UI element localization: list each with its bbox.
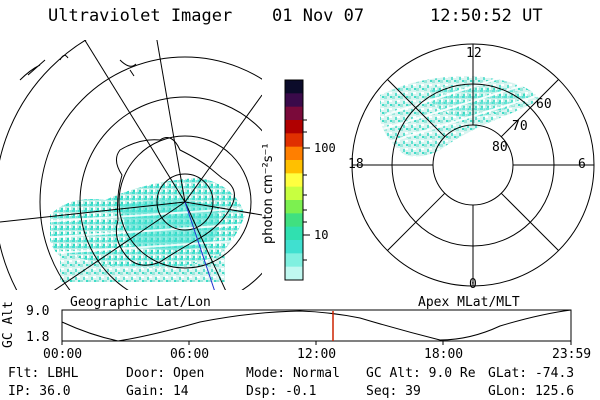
gc-alt-plot — [61, 309, 572, 345]
colorbar-segment — [285, 213, 303, 228]
header-time: 12:50:52 UT — [430, 6, 543, 26]
gc-alt-curve — [61, 309, 572, 342]
colorbar-segment — [285, 133, 303, 148]
colorbar-segment — [285, 160, 303, 174]
gc-alt-ylabel: GC Alt — [1, 301, 16, 348]
xtick-2359: 23:59 — [552, 347, 592, 362]
colorbar-segment — [285, 200, 303, 214]
colorbar-segment — [285, 106, 303, 121]
colorbar-segment — [285, 186, 303, 201]
status-mode: Mode: Normal — [246, 366, 340, 381]
colorbar — [285, 80, 303, 281]
status-flt: Flt: LBHL — [8, 366, 79, 381]
geo-map — [0, 40, 262, 290]
colorbar-tick-10: 10 — [314, 228, 329, 242]
mlt-label-18: 18 — [348, 157, 364, 172]
xtick-1200: 12:00 — [297, 347, 337, 362]
mlt-label-12: 12 — [466, 46, 482, 61]
gc-alt-ytick-1: 1.8 — [26, 330, 50, 345]
xtick-0000: 00:00 — [43, 347, 83, 362]
status-glon: GLon: 125.6 — [488, 384, 575, 399]
status-seq: Seq: 39 — [366, 384, 421, 399]
status-gain: Gain: 14 — [126, 384, 189, 399]
status-ip: IP: 36.0 — [8, 384, 71, 399]
header-date: 01 Nov 07 — [272, 6, 365, 26]
colorbar-unit-label: photon cm⁻²s⁻¹ — [261, 143, 276, 244]
xtick-1800: 18:00 — [424, 347, 464, 362]
colorbar-segment — [285, 173, 303, 188]
colorbar-tick-100: 100 — [314, 141, 336, 155]
lat-label-80: 80 — [492, 140, 508, 155]
lat-label-70: 70 — [512, 119, 528, 134]
geo-panel-label: Geographic Lat/Lon — [70, 295, 211, 310]
apex-map — [351, 43, 595, 287]
mlt-label-0: 0 — [469, 277, 477, 292]
colorbar-segment — [285, 240, 303, 254]
colorbar-segment — [285, 226, 303, 241]
colorbar-segment — [285, 146, 303, 161]
colorbar-segment — [285, 80, 303, 94]
colorbar-segment — [285, 253, 303, 268]
status-glat: GLat: -74.3 — [488, 366, 575, 381]
apex-panel-label: Apex MLat/MLT — [418, 295, 520, 310]
lat-label-60: 60 — [536, 97, 552, 112]
status-gc-alt: GC Alt: 9.0 Re — [366, 366, 476, 381]
status-dsp: Dsp: -0.1 — [246, 384, 317, 399]
xtick-0600: 06:00 — [170, 347, 210, 362]
instrument-title: Ultraviolet Imager — [48, 6, 233, 26]
colorbar-segment — [285, 120, 303, 134]
geo-terminator-line — [184, 201, 215, 290]
gc-alt-ytick-9: 9.0 — [26, 304, 50, 319]
status-door: Door: Open — [126, 366, 205, 381]
colorbar-segment — [285, 266, 303, 281]
mlt-label-6: 6 — [578, 157, 586, 172]
coastline — [115, 137, 235, 266]
colorbar-segment — [285, 93, 303, 108]
